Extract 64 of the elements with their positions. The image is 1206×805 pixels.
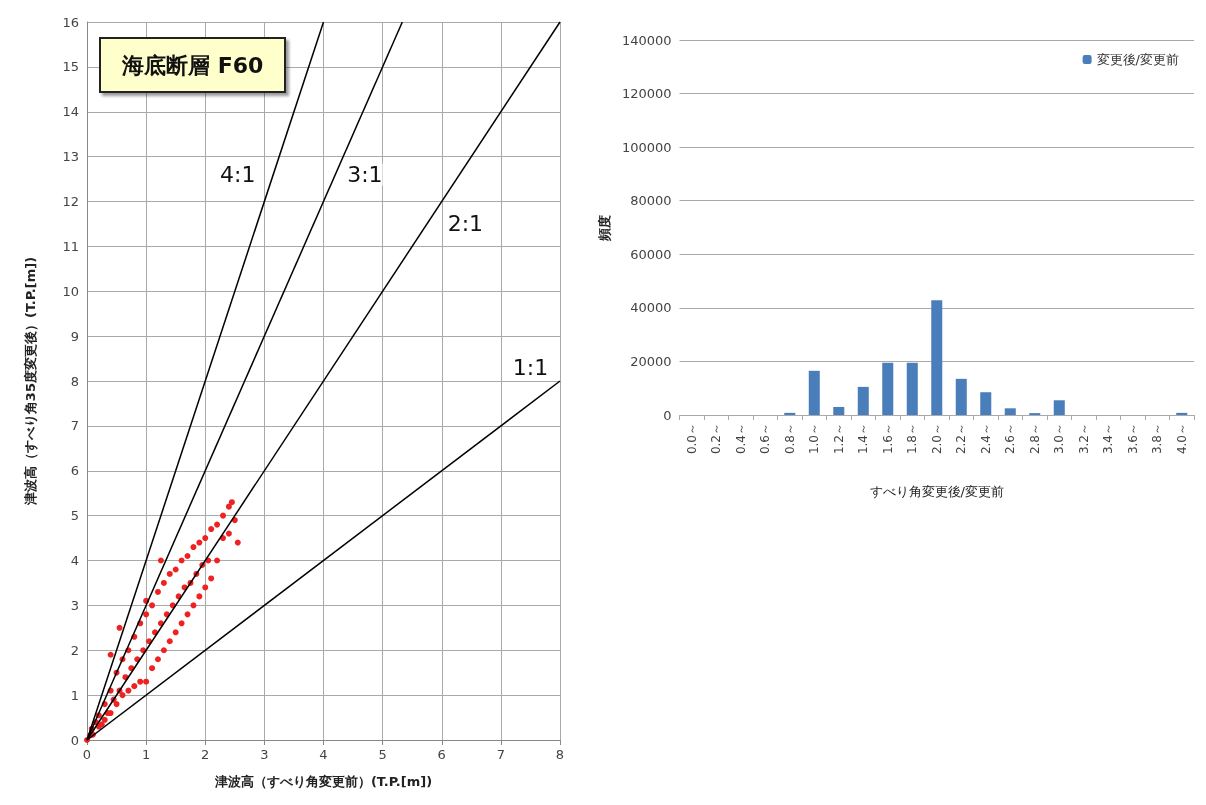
annotation: 1:1	[512, 355, 549, 381]
legend-label: 変更後/変更前	[1096, 52, 1180, 67]
x-tick-label: 0	[82, 747, 92, 762]
y-tick-label: 100000	[621, 139, 672, 155]
text: 海底断層 F60	[121, 52, 264, 78]
y-tick-label: 12	[62, 194, 79, 209]
x-tick-label: 3.4～	[1101, 423, 1116, 455]
x-tick-label: 3.6～	[1125, 423, 1140, 455]
y-axis-title: 津波高（すべり角35度変更後）(T.P.[m])	[23, 256, 38, 507]
x-tick-label: 0.4～	[733, 423, 748, 455]
x-tick-label: 8	[555, 747, 565, 762]
x-tick-label: 2.4～	[978, 423, 993, 455]
y-tick-label: 0	[663, 407, 672, 423]
y-tick-label: 0	[70, 732, 79, 748]
x-tick-label: 2.8～	[1027, 423, 1042, 455]
x-tick-label: 2.2～	[954, 423, 969, 455]
x-tick-label: 1.6～	[880, 423, 895, 455]
x-tick-label: 1.8～	[905, 423, 920, 455]
y-tick-label: 60000	[630, 246, 672, 262]
y-axis-title: 頻度	[597, 214, 612, 242]
y-tick-label: 10	[62, 283, 79, 299]
y-tick-label: 40000	[630, 300, 672, 316]
x-tick-label: 1.4～	[856, 423, 871, 455]
x-tick-label: 0.2～	[709, 423, 724, 455]
y-tick-label: 5	[70, 508, 79, 524]
y-tick-label: 16	[62, 14, 79, 30]
y-tick-label: 6	[70, 463, 79, 479]
y-tick-label: 80000	[630, 193, 672, 209]
x-tick-label: 3.8～	[1150, 423, 1165, 455]
x-tick-label: 0.6～	[758, 423, 773, 455]
x-tick-label: 0.0～	[684, 423, 699, 455]
x-tick-label: 1.2～	[831, 423, 846, 455]
x-tick-label: 4	[319, 747, 328, 762]
x-tick-label: 3.2～	[1076, 423, 1091, 455]
x-tick-label: 7	[496, 747, 506, 762]
x-tick-label: 3.0～	[1052, 423, 1067, 455]
x-tick-label: 6	[437, 747, 446, 762]
annotation: 2:1	[447, 211, 484, 237]
x-tick-label: 2	[201, 747, 210, 762]
x-tick-label: 1.0～	[807, 423, 822, 455]
x-tick-label: 1	[141, 747, 151, 762]
y-tick-label: 1	[70, 687, 79, 703]
y-tick-label: 13	[62, 149, 79, 165]
x-tick-label: 4.0～	[1174, 423, 1189, 455]
x-tick-label: 2.0～	[929, 423, 944, 455]
x-tick-label: 3	[260, 747, 269, 762]
x-tick-label: 5	[378, 747, 387, 762]
x-tick-label: 0.8～	[782, 423, 797, 455]
y-tick-label: 20000	[630, 353, 672, 369]
annotation: 3:1	[347, 162, 383, 188]
y-tick-label: 2	[70, 642, 79, 658]
y-tick-label: 120000	[621, 86, 672, 102]
y-tick-label: 3	[70, 597, 79, 613]
y-tick-label: 4	[70, 553, 79, 568]
x-axis-title: 津波高（すべり角変更前）(T.P.[m])	[213, 774, 433, 789]
y-tick-label: 11	[62, 238, 79, 254]
y-tick-label: 15	[62, 59, 79, 75]
y-tick-label: 8	[70, 373, 79, 389]
y-tick-label: 14	[62, 104, 79, 120]
annotation: 4:1	[220, 162, 256, 188]
y-tick-label: 9	[70, 328, 79, 344]
x-tick-label: 2.6～	[1003, 423, 1018, 455]
x-axis-title: すべり角変更後/変更前	[869, 484, 1004, 499]
y-tick-label: 140000	[621, 32, 672, 48]
